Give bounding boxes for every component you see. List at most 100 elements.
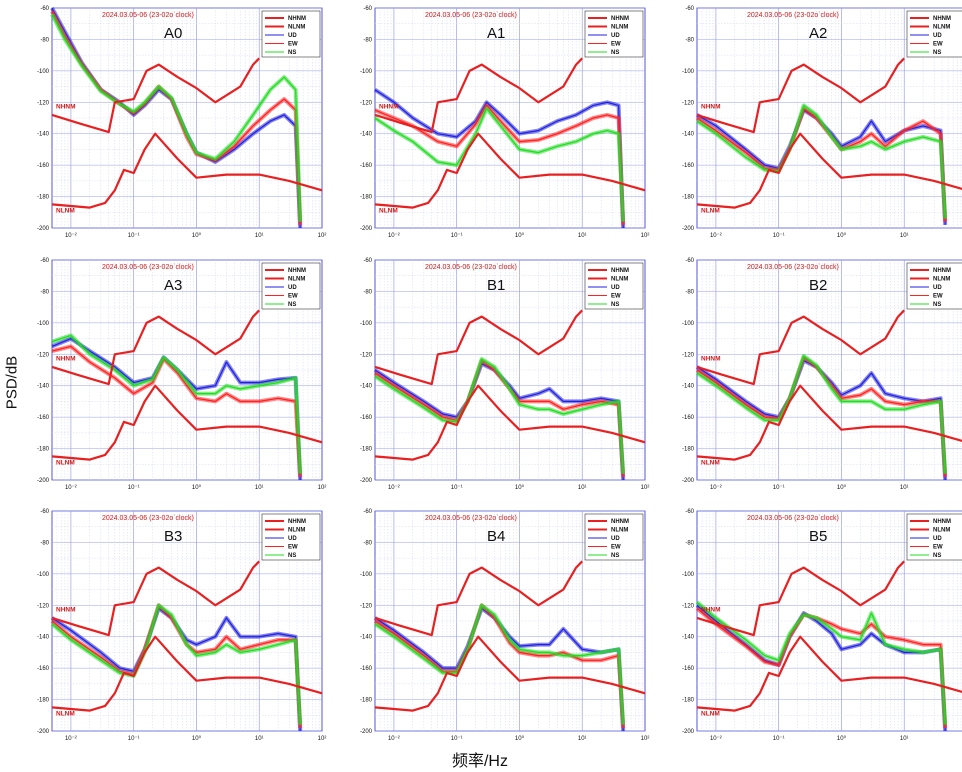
y-tick-label: -160 <box>360 666 373 672</box>
legend-label-EW: EW <box>611 294 621 300</box>
x-tick-label: 10¹ <box>255 233 264 239</box>
y-tick-label: -100 <box>37 69 50 75</box>
x-tick-label: 10¹ <box>578 485 587 491</box>
legend-label-UD: UD <box>288 33 297 39</box>
panel-label: A0 <box>164 25 182 42</box>
y-tick-label: -160 <box>37 415 50 421</box>
panel-label: B4 <box>487 528 505 545</box>
y-tick-label: -180 <box>682 195 695 201</box>
series-line-NS <box>374 108 624 222</box>
y-tick-label: -140 <box>682 635 695 641</box>
legend-label-NS: NS <box>611 50 619 56</box>
x-tick-label: 10⁻² <box>388 485 400 491</box>
x-tick-label: 10¹ <box>255 736 264 742</box>
legend-label-UD: UD <box>933 536 942 542</box>
y-tick-label: -120 <box>37 100 50 106</box>
nhnm-curve-label: NHNM <box>701 356 721 363</box>
nhnm-curve-label: NHNM <box>701 104 721 111</box>
x-tick-label: 10¹ <box>900 485 909 491</box>
y-tick-label: -60 <box>363 509 372 515</box>
y-tick-label: -200 <box>682 478 695 484</box>
panel-label: B2 <box>809 277 827 294</box>
x-tick-label: 10⁰ <box>515 735 525 742</box>
series-line-NS <box>51 14 301 222</box>
x-tick-label: 10¹ <box>900 736 909 742</box>
legend-label-UD: UD <box>933 33 942 39</box>
x-tick-label: 10² <box>318 485 327 491</box>
y-tick-label: -60 <box>40 6 49 12</box>
legend-label-NHNM: NHNM <box>611 519 629 525</box>
y-tick-label: -60 <box>685 509 694 515</box>
series-line-UD <box>374 89 624 229</box>
legend-label-EW: EW <box>933 545 943 551</box>
legend-label-NS: NS <box>288 50 296 56</box>
date-label: 2024.03.05-06 (23-02o`clock) <box>747 515 839 522</box>
y-tick-label: -140 <box>682 384 695 390</box>
x-tick-label: 10² <box>641 485 650 491</box>
y-tick-label: -200 <box>37 478 50 484</box>
psd-panel-B3: -200 -180 -160 -140 -120 -100 -80 -60 10⁻² 10⁻¹ 10… <box>37 509 326 742</box>
psd-panel-B4: -200 -180 -160 -140 -120 -100 -80 -60 10⁻² 10⁻¹ 10… <box>360 509 649 742</box>
y-axis-title-text: PSD/dB <box>3 355 21 410</box>
y-tick-label: -80 <box>40 289 49 295</box>
legend-label-NLNM: NLNM <box>933 277 950 283</box>
y-tick-label: -120 <box>37 603 50 609</box>
legend-box <box>261 262 321 310</box>
series-line-NS <box>51 604 301 725</box>
reference-line-NHNM <box>696 57 905 134</box>
y-tick-label: -80 <box>363 289 372 295</box>
x-tick-label: 10⁰ <box>837 484 847 491</box>
series-line-NS <box>374 358 624 474</box>
y-tick-label: -200 <box>360 478 373 484</box>
legend-label-EW: EW <box>288 545 298 551</box>
legend-label-NLNM: NLNM <box>933 528 950 534</box>
legend-label-UD: UD <box>288 536 297 542</box>
legend-label-NS: NS <box>288 553 296 559</box>
x-tick-label: 10⁻¹ <box>451 233 463 239</box>
nlnm-curve-label: NLNM <box>56 207 75 214</box>
series-line-UD <box>51 607 301 732</box>
x-tick-label: 10² <box>641 233 650 239</box>
legend-label-NHNM: NHNM <box>611 268 629 274</box>
nhnm-curve-label: NHNM <box>56 356 76 363</box>
y-tick-label: -120 <box>37 352 50 358</box>
legend-label-NS: NS <box>288 302 296 308</box>
y-tick-label: -200 <box>360 729 373 735</box>
y-tick-label: -140 <box>360 384 373 390</box>
y-tick-label: -80 <box>40 37 49 43</box>
legend-label-NHNM: NHNM <box>288 268 306 274</box>
x-tick-label: 10⁰ <box>515 484 525 491</box>
date-label: 2024.03.05-06 (23-02o`clock) <box>102 264 194 271</box>
y-tick-label: -80 <box>685 540 694 546</box>
y-tick-label: -120 <box>682 603 695 609</box>
y-tick-label: -180 <box>37 698 50 704</box>
y-tick-label: -160 <box>37 666 50 672</box>
y-tick-label: -80 <box>685 37 694 43</box>
legend-label-NHNM: NHNM <box>288 519 306 525</box>
y-tick-label: -140 <box>682 132 695 138</box>
legend-label-NLNM: NLNM <box>933 25 950 31</box>
psd-panel-B1: -200 -180 -160 -140 -120 -100 -80 -60 10⁻² 10⁻¹ 10… <box>360 258 649 491</box>
nlnm-curve-label: NLNM <box>56 459 75 466</box>
legend-label-NLNM: NLNM <box>288 25 305 31</box>
series-line-NS <box>696 355 946 474</box>
y-tick-label: -200 <box>682 729 695 735</box>
legend-label-NLNM: NLNM <box>288 528 305 534</box>
psd-panel-A1: -200 -180 -160 -140 -120 -100 -80 -60 10⁻² 10⁻¹ 10… <box>360 6 649 239</box>
y-tick-label: -80 <box>363 540 372 546</box>
y-tick-label: -60 <box>40 258 49 264</box>
psd-panel-B5: -200 -180 -160 -140 -120 -100 -80 -60 10⁻² 10⁻¹ 10… <box>682 509 962 742</box>
legend-label-EW: EW <box>933 294 943 300</box>
x-tick-label: 10² <box>318 233 327 239</box>
y-tick-label: -180 <box>682 447 695 453</box>
legend-label-EW: EW <box>933 42 943 48</box>
psd-panel-A0: -200 -180 -160 -140 -120 -100 -80 -60 10⁻² 10⁻¹ 10… <box>37 6 326 239</box>
legend-label-NS: NS <box>611 302 619 308</box>
y-axis-title: PSD/dB <box>2 348 22 418</box>
legend-label-NLNM: NLNM <box>611 277 628 283</box>
y-tick-label: -140 <box>360 635 373 641</box>
y-tick-label: -100 <box>37 321 50 327</box>
date-label: 2024.03.05-06 (23-02o`clock) <box>425 515 517 522</box>
legend-label-EW: EW <box>288 294 298 300</box>
y-tick-label: -200 <box>37 729 50 735</box>
